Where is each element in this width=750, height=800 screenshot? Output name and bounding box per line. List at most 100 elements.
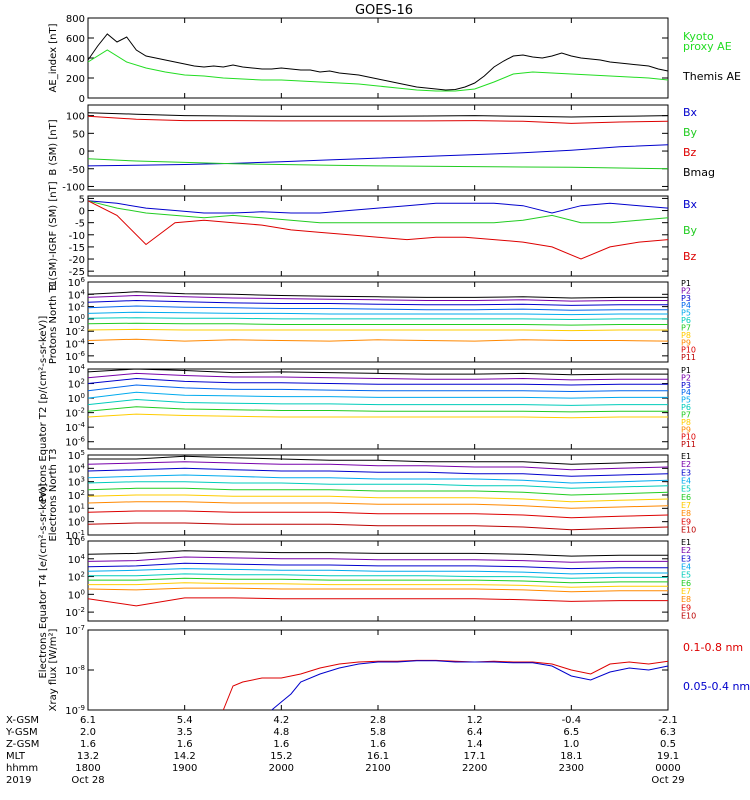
series-pt1-p3 [87, 299, 668, 306]
legend-pt2-2: P3 [681, 381, 691, 390]
series-pt1-p2 [87, 294, 668, 302]
tick-label-et3-4: 101 [68, 502, 85, 515]
series-bsub-by [87, 200, 669, 224]
series-et3-e8 [87, 501, 669, 509]
series-ae-themis-ae [87, 33, 669, 91]
legend-pt1-9: P10 [681, 346, 696, 355]
x-hhmm-0: 1800 [75, 763, 100, 774]
x-zgsm-3: 1.6 [370, 739, 386, 750]
ylabel-bsub: B (SM)-IGRF (SM) [nT] [48, 181, 59, 290]
tick-label-bfield-2: 0 [79, 147, 85, 158]
series-pt2-p5 [87, 391, 668, 399]
series-et3-e10 [87, 522, 669, 531]
legend-et3-9: E10 [681, 525, 696, 534]
x-hhmm-4: 2200 [462, 763, 487, 774]
x-row-label-0: X-GSM [6, 715, 39, 726]
tick-label-et3-0: 105 [68, 449, 85, 462]
tick-label-ae-4: 0 [79, 94, 85, 105]
legend-pt1-4: P5 [681, 309, 691, 318]
x-row-label-3: MLT [6, 751, 26, 762]
series-et4-e3 [87, 562, 668, 570]
x-hhmm-1: 1900 [172, 763, 197, 774]
x-mlt-2: 15.2 [270, 751, 292, 762]
x-row-label-5: 2019 [6, 775, 31, 786]
tick-label-ae-1: 600 [66, 34, 85, 45]
series-et4-e2 [87, 556, 668, 563]
x-hhmm-5: 2300 [559, 763, 584, 774]
tick-label-xray-0: 10-7 [65, 624, 85, 637]
tick-label-pt2-5: 10-6 [65, 436, 85, 449]
legend-et3-4: E5 [681, 485, 691, 494]
tick-label-pt1-0: 106 [68, 276, 86, 289]
panel-et4: 106 104 102 100 10-2 Electrons Equator T4 [e/… [38, 483, 696, 678]
legend-pt1-2: P3 [681, 294, 691, 303]
legend-ae-0: Kyoto [683, 30, 714, 43]
tick-label-et3-5: 100 [68, 516, 85, 529]
tick-label-bsub-0: 5 [79, 194, 85, 205]
tick-label-et4-4: 10-2 [65, 606, 85, 619]
x-mlt-6: 19.1 [657, 751, 679, 762]
legend-pt2-1: P2 [681, 373, 691, 382]
tick-label-pt1-5: 10-4 [65, 338, 85, 351]
series-et4-e9 [87, 597, 668, 607]
legend-bfield-0: Bx [683, 106, 698, 119]
tick-label-et4-0: 106 [68, 535, 86, 548]
x-date-0: Oct 28 [71, 775, 104, 786]
legend-pt1-10: P11 [681, 353, 696, 362]
legend-et3-3: E4 [681, 476, 691, 485]
tick-label-ae-2: 400 [66, 54, 85, 65]
legend-et3-1: E2 [681, 460, 691, 469]
tick-label-bfield-0: 100 [66, 112, 85, 123]
tick-label-et3-6: 10-1 [65, 529, 85, 542]
x-ygsm-5: 6.5 [563, 727, 579, 738]
legend-pt2-0: P1 [681, 366, 691, 375]
x-xgsm-3: 2.8 [370, 715, 386, 726]
panel-xray: 10-7 10-8 10-9 Xray flux [W/m²] 0.1-0.8 nm 0.… [48, 624, 750, 717]
x-xgsm-2: 4.2 [273, 715, 289, 726]
x-hhmm-3: 2100 [365, 763, 390, 774]
figure-title: GOES-16 [355, 3, 413, 18]
series-et4-e1 [87, 550, 668, 557]
tick-label-et4-1: 104 [68, 553, 86, 566]
x-xgsm-6: -2.1 [658, 715, 678, 726]
x-hhmm-6: 0000 [655, 763, 680, 774]
legend-pt1-5: P6 [681, 316, 691, 325]
x-ygsm-4: 6.4 [467, 727, 483, 738]
tick-label-et3-2: 103 [68, 476, 85, 489]
legend-et3-5: E6 [681, 493, 691, 502]
series-et4-e4 [87, 568, 668, 575]
legend-et3-7: E8 [681, 509, 691, 518]
series-et3-e3 [87, 467, 669, 477]
tick-label-pt1-3: 100 [68, 313, 85, 326]
legend-et4-5: E6 [681, 579, 691, 588]
tick-label-pt2-1: 102 [68, 378, 85, 391]
series-bfield-bmag [87, 112, 669, 118]
series-pt1-p8 [87, 328, 668, 332]
series-et3-e7 [87, 494, 669, 503]
legend-et4-3: E4 [681, 562, 691, 571]
legend-bsub-2: Bz [683, 250, 697, 263]
series-et4-e7 [88, 582, 668, 588]
x-axis-table: X-GSMY-GSMZ-GSMMLThhmm20196.12.01.613.21… [5, 715, 685, 786]
legend-pt2-7: P8 [681, 418, 691, 427]
tick-label-pt1-6: 10-6 [65, 350, 85, 363]
tick-label-bsub-3: -10 [69, 231, 85, 242]
tick-label-et3-3: 102 [68, 489, 85, 502]
legend-bsub-0: Bx [683, 198, 698, 211]
x-zgsm-6: 0.5 [660, 739, 676, 750]
legend-pt1-6: P7 [681, 323, 691, 332]
x-hhmm-2: 2000 [269, 763, 294, 774]
series-ae-kyoto-proxy-ae [87, 49, 669, 92]
x-xgsm-1: 5.4 [177, 715, 193, 726]
x-zgsm-4: 1.4 [467, 739, 483, 750]
tick-label-pt2-4: 10-4 [65, 421, 85, 434]
tick-label-bsub-6: -25 [69, 267, 85, 278]
legend-bfield-3: Bmag [683, 166, 715, 179]
tick-label-ae-3: 200 [66, 74, 85, 85]
series-pt1-p5 [87, 311, 668, 316]
tick-label-pt1-4: 10-2 [65, 325, 85, 338]
